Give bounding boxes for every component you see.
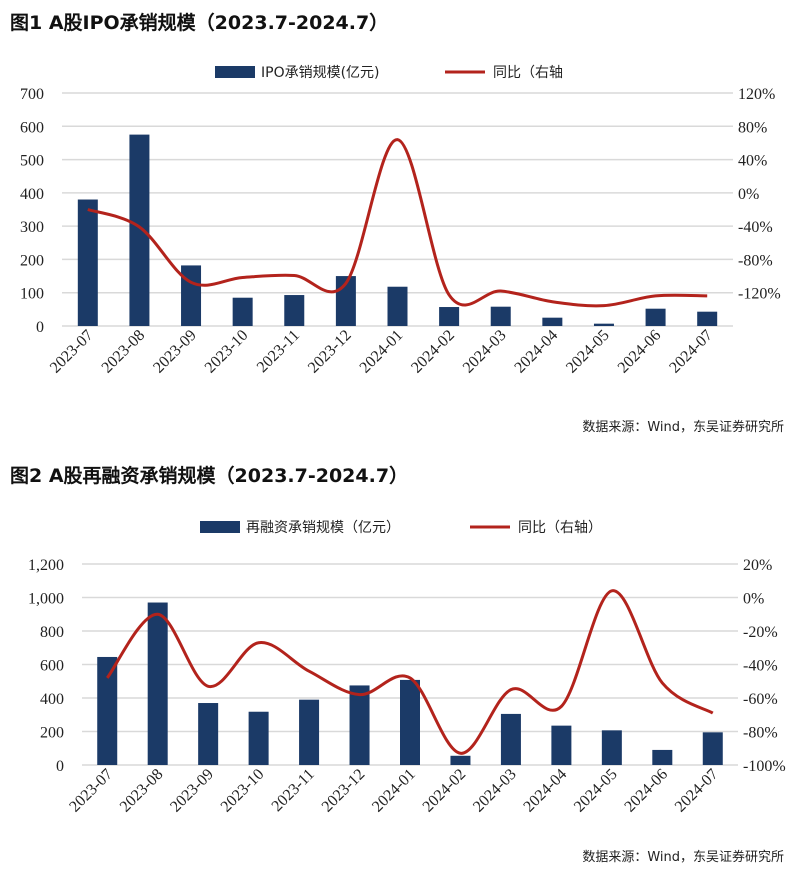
bar: [601, 730, 622, 765]
right-tick-label: -80%: [743, 725, 778, 742]
bar: [77, 199, 98, 326]
left-tick-label: 0: [56, 758, 64, 775]
left-tick-label: 600: [20, 119, 44, 136]
x-tick-label: 2024-04: [520, 766, 570, 816]
legend-bar-label: IPO承销规模(亿元): [261, 65, 380, 81]
chart2-title: 图2 A股再融资承销规模（2023.7-2024.7）: [10, 465, 409, 487]
bar: [349, 685, 370, 765]
right-tick-label: -80%: [738, 252, 773, 269]
bar: [248, 711, 269, 765]
x-tick-label: 2024-03: [470, 766, 520, 816]
bar: [450, 755, 471, 765]
left-tick-label: 1,000: [28, 591, 64, 608]
left-tick-label: 400: [20, 186, 44, 203]
left-tick-label: 600: [40, 658, 64, 675]
bar: [129, 134, 150, 326]
left-tick-label: 0: [36, 319, 44, 336]
x-tick-label: 2023-09: [167, 766, 217, 816]
left-tick-label: 800: [40, 624, 64, 641]
bar: [387, 286, 408, 326]
right-tick-label: 40%: [738, 153, 767, 170]
left-tick-label: 300: [20, 219, 44, 236]
left-tick-label: 100: [20, 286, 44, 303]
chart1-svg: 700 120% 600 80% 500 40% 400 0% 300 -40% 200 -80% 10…: [20, 65, 781, 377]
right-tick-label: 80%: [738, 119, 767, 136]
bar: [299, 699, 320, 765]
x-tick-label: 2024-01: [369, 766, 419, 816]
x-tick-label: 2023-07: [66, 766, 116, 816]
x-tick-label: 2023-10: [218, 766, 268, 816]
legend-bar-swatch: [200, 521, 240, 533]
legend-line-label: 同比（右轴）: [518, 520, 602, 536]
left-tick-label: 1,200: [28, 557, 64, 574]
right-tick-label: 120%: [738, 86, 775, 103]
bar: [232, 297, 253, 326]
bar: [652, 749, 673, 765]
bar: [645, 308, 666, 326]
x-tick-label: 2024-02: [420, 766, 470, 816]
right-tick-label: 0%: [743, 591, 764, 608]
right-tick-label: -20%: [743, 624, 778, 641]
x-tick-label: 2024-07: [672, 766, 722, 816]
bar: [702, 732, 723, 765]
legend-bar-label: 再融资承销规模（亿元）: [246, 520, 400, 536]
right-tick-label: 20%: [743, 557, 772, 574]
chart1-source: 数据来源：Wind，东吴证券研究所: [582, 420, 784, 435]
bar: [500, 713, 521, 765]
bar: [97, 656, 118, 765]
x-tick-label: 2023-11: [269, 766, 318, 815]
right-tick-label: -40%: [738, 219, 773, 236]
left-tick-label: 700: [20, 86, 44, 103]
bar: [147, 602, 168, 765]
left-tick-label: 200: [20, 252, 44, 269]
bar: [697, 311, 718, 326]
x-tick-label: 2023-12: [319, 766, 369, 816]
right-tick-label: -100%: [743, 758, 786, 775]
chart1-title: 图1 A股IPO承销规模（2023.7-2024.7）: [10, 12, 389, 34]
legend-line-label: 同比（右轴: [493, 65, 563, 81]
right-tick-label: 0%: [738, 186, 759, 203]
chart2-source: 数据来源：Wind，东吴证券研究所: [582, 850, 784, 865]
left-tick-label: 400: [40, 691, 64, 708]
legend-bar-swatch: [215, 66, 255, 78]
bar: [551, 725, 572, 765]
bar: [198, 703, 219, 765]
bar: [400, 679, 420, 765]
left-tick-label: 200: [40, 725, 64, 742]
x-tick-label: 2024-06: [621, 766, 671, 816]
left-tick-label: 500: [20, 153, 44, 170]
right-tick-label: -120%: [738, 286, 781, 303]
right-tick-label: -60%: [743, 691, 778, 708]
right-tick-label: -40%: [743, 658, 778, 675]
bar: [542, 317, 563, 326]
x-tick-label: 2024-05: [571, 766, 621, 816]
chart2-svg: 1,200 20% 1,000 0% 800 -20% 600 -40% 400 -60% 200 -…: [28, 520, 786, 816]
bar: [490, 306, 511, 326]
x-tick-label: 2023-08: [117, 766, 167, 816]
bar: [593, 323, 614, 326]
bar: [284, 295, 305, 326]
bar: [439, 307, 460, 326]
